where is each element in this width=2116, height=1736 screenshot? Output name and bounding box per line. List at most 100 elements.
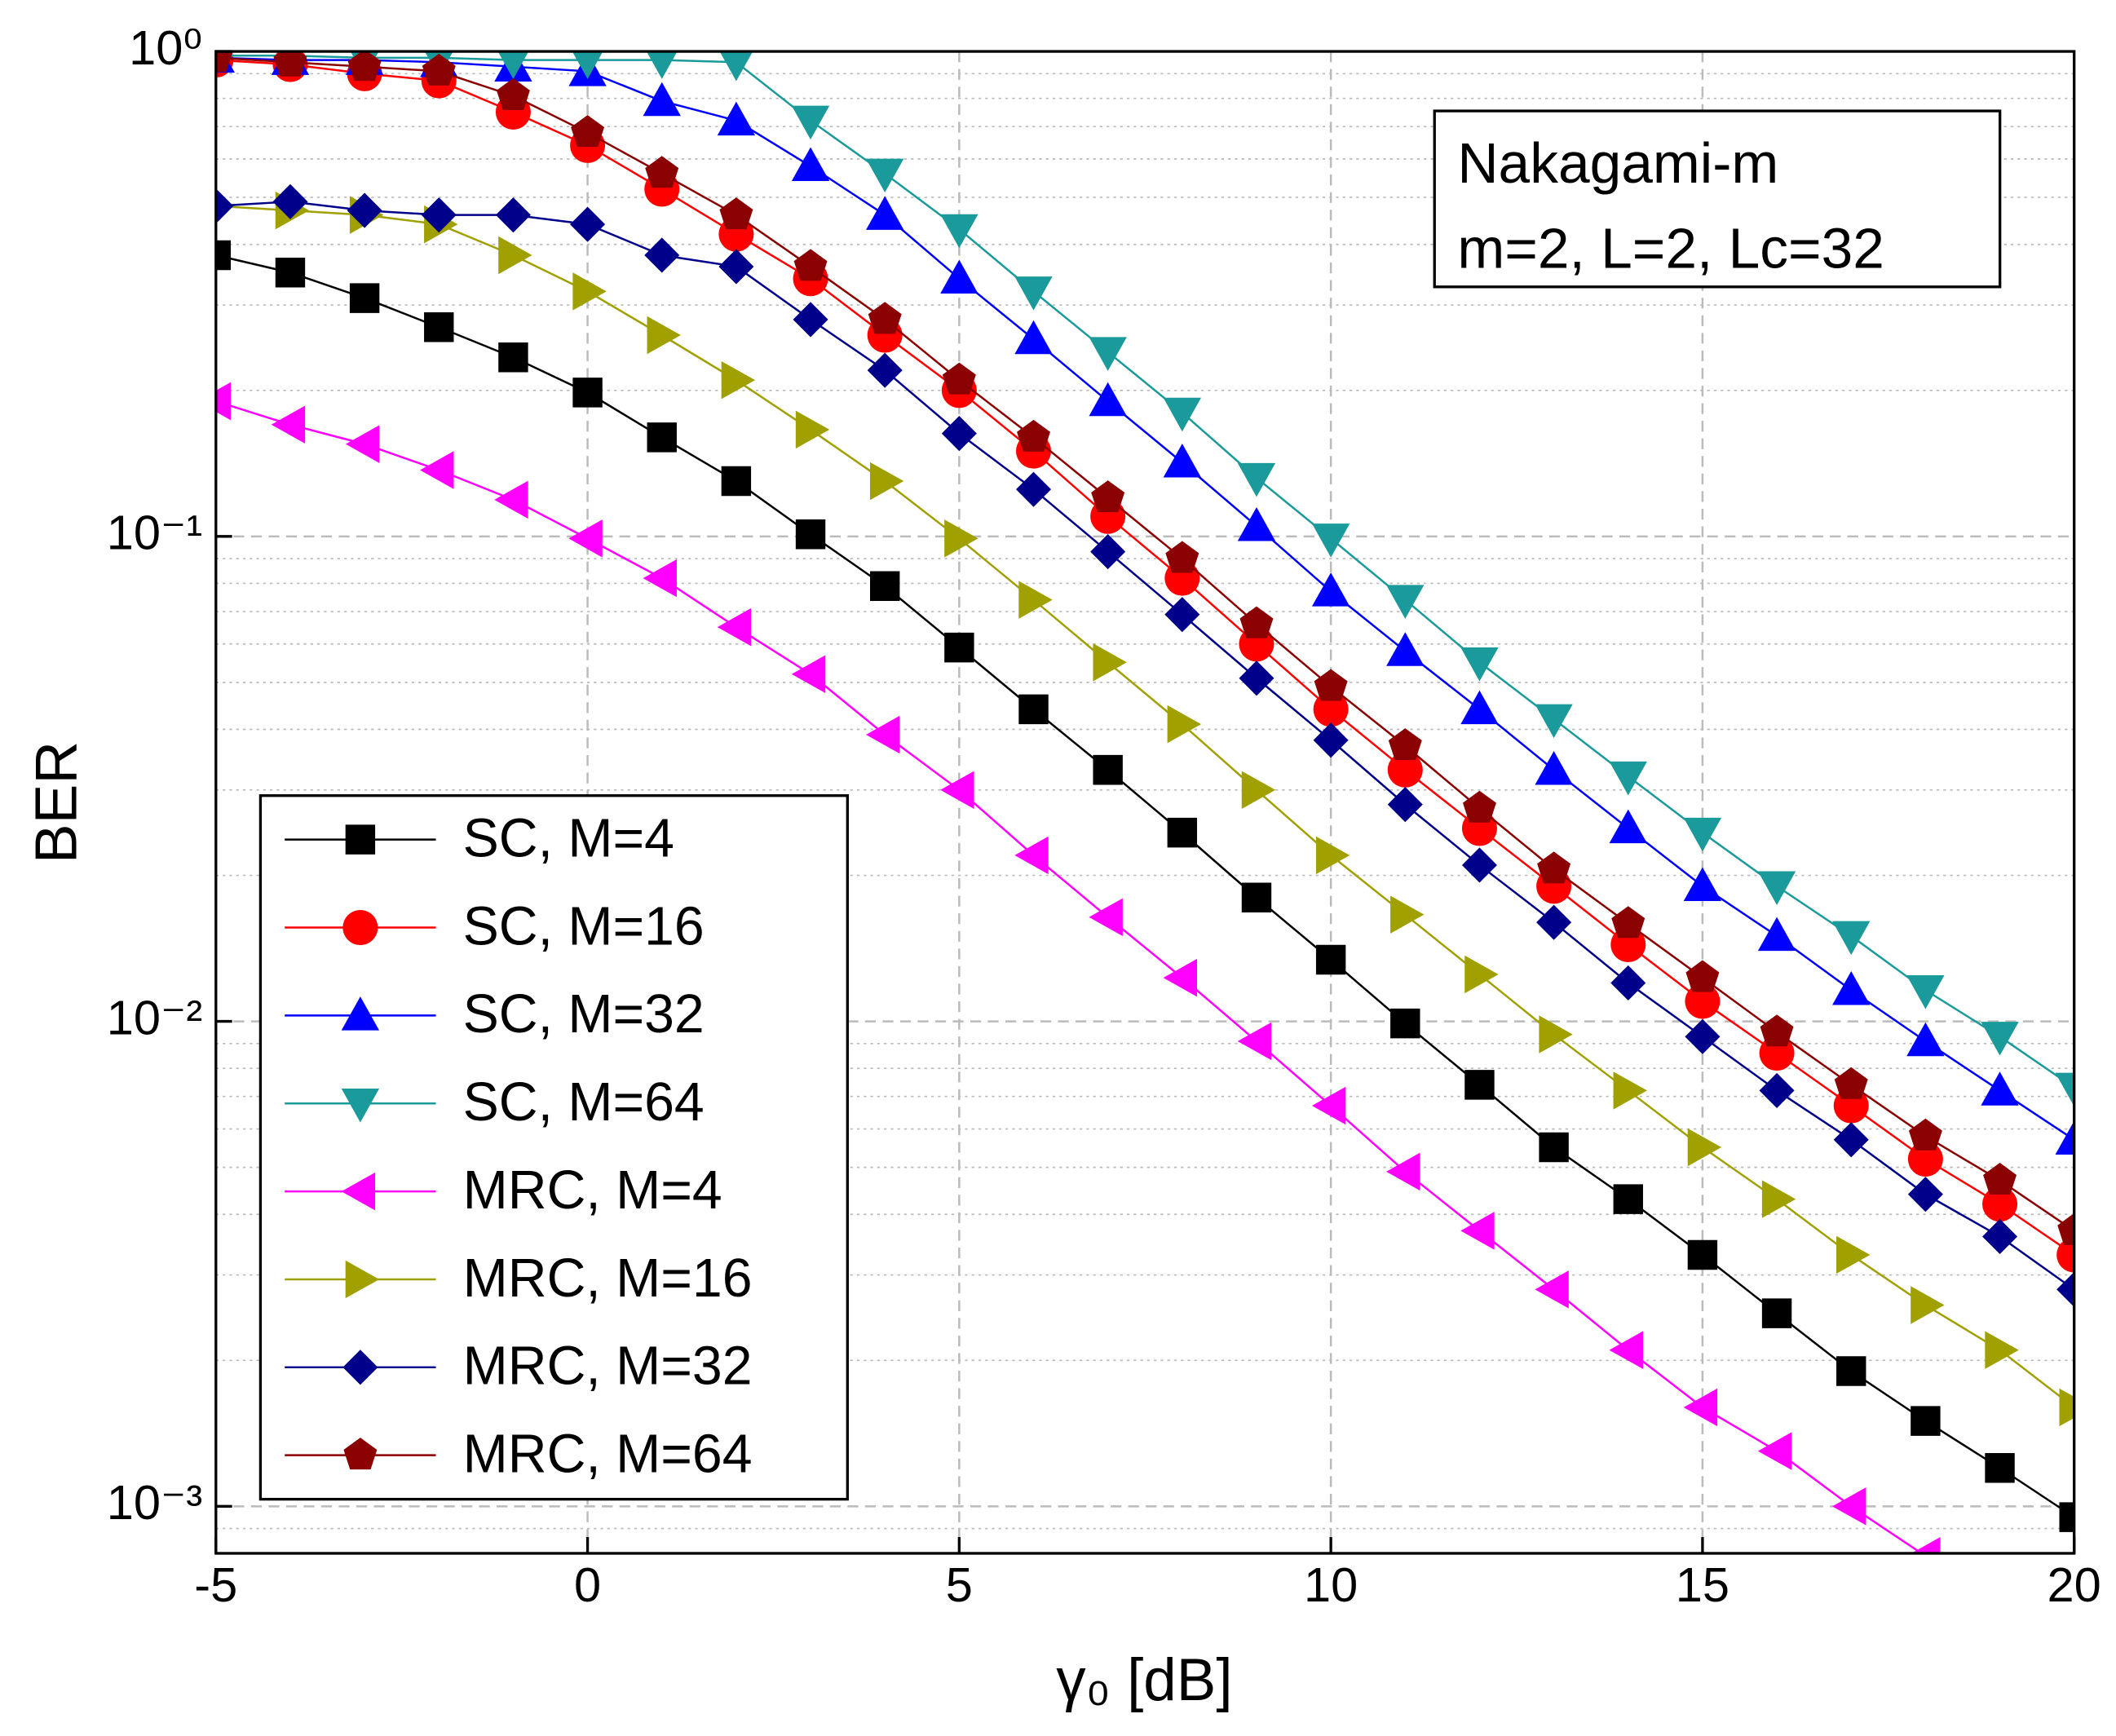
marker bbox=[941, 416, 977, 452]
marker bbox=[867, 352, 903, 388]
marker bbox=[647, 316, 681, 355]
legend-label: SC, M=4 bbox=[463, 808, 674, 868]
legend: SC, M=4 SC, M=16 SC, M=32 SC, M=64 MRC, M=4 M… bbox=[258, 794, 849, 1501]
marker bbox=[1832, 1487, 1866, 1526]
marker bbox=[347, 192, 382, 228]
marker bbox=[1757, 871, 1796, 906]
series-line bbox=[215, 56, 2074, 1141]
marker bbox=[1167, 705, 1201, 744]
marker bbox=[1683, 817, 1722, 852]
marker bbox=[2056, 1271, 2074, 1307]
marker bbox=[1165, 541, 1199, 573]
marker bbox=[1018, 581, 1053, 619]
marker bbox=[273, 51, 307, 77]
marker bbox=[1981, 1022, 2019, 1056]
marker bbox=[1241, 882, 1272, 913]
marker bbox=[2056, 1237, 2074, 1273]
marker bbox=[2057, 1213, 2074, 1245]
marker bbox=[1685, 960, 1720, 992]
marker bbox=[1539, 1015, 1573, 1054]
x-tick-label: 10 bbox=[1304, 1557, 1358, 1612]
marker bbox=[719, 51, 753, 82]
marker bbox=[1983, 1163, 2017, 1195]
marker bbox=[1683, 1388, 1718, 1427]
marker bbox=[1687, 1239, 1718, 1270]
marker bbox=[422, 53, 456, 86]
marker bbox=[1836, 1356, 1866, 1386]
marker bbox=[1609, 809, 1647, 844]
marker bbox=[717, 607, 752, 647]
x-tick-label: 0 bbox=[574, 1557, 601, 1612]
marker bbox=[1911, 1406, 1941, 1436]
marker bbox=[1018, 694, 1049, 725]
marker bbox=[1014, 276, 1053, 311]
marker bbox=[1761, 1298, 1792, 1328]
marker bbox=[645, 156, 679, 188]
legend-marker bbox=[342, 909, 378, 946]
marker bbox=[1014, 320, 1053, 355]
marker bbox=[1464, 1070, 1495, 1100]
marker bbox=[1390, 1008, 1420, 1039]
x-tick-label: -5 bbox=[194, 1557, 237, 1612]
marker bbox=[1239, 660, 1274, 696]
marker bbox=[1685, 983, 1721, 1019]
marker bbox=[1535, 1270, 1569, 1309]
marker bbox=[1460, 647, 1499, 682]
marker bbox=[1239, 606, 1274, 638]
marker bbox=[275, 257, 306, 288]
marker bbox=[1832, 921, 1871, 956]
marker bbox=[1757, 1432, 1792, 1470]
marker bbox=[1237, 1022, 1272, 1061]
marker bbox=[793, 249, 828, 281]
marker bbox=[868, 302, 902, 334]
marker bbox=[1163, 958, 1198, 997]
marker bbox=[568, 519, 603, 558]
marker bbox=[718, 249, 754, 285]
marker bbox=[1908, 1118, 1942, 1151]
marker bbox=[940, 259, 978, 294]
x-axis-label: γ₀ [dB] bbox=[1056, 1647, 1232, 1713]
marker bbox=[1907, 1177, 1943, 1213]
y-tick-label: 10⁻³ bbox=[107, 1475, 203, 1530]
marker bbox=[1311, 523, 1350, 558]
plot-frame bbox=[214, 50, 2076, 1555]
marker bbox=[1167, 817, 1198, 848]
marker bbox=[345, 425, 380, 463]
marker bbox=[1464, 955, 1499, 994]
marker bbox=[215, 382, 232, 421]
annotation: Nakagami-m bbox=[1457, 131, 1778, 195]
marker bbox=[1535, 750, 1573, 785]
marker bbox=[496, 77, 530, 110]
axes: 10⁰ 10⁻¹ 10⁻² 10⁻³ -5 0 5 10 15 20 bbox=[107, 20, 2101, 1612]
marker bbox=[1539, 1132, 1569, 1163]
annotation: m=2, L=2, Lc=32 bbox=[1457, 217, 1884, 280]
legend-label: SC, M=64 bbox=[463, 1072, 705, 1133]
legend-label: MRC, M=16 bbox=[463, 1248, 753, 1309]
marker bbox=[942, 362, 976, 395]
y-tick-label: 10⁰ bbox=[129, 20, 202, 75]
marker bbox=[643, 82, 681, 117]
legend-label: SC, M=32 bbox=[463, 984, 705, 1045]
marker bbox=[1836, 1235, 1871, 1274]
marker bbox=[866, 715, 900, 754]
marker bbox=[1613, 1071, 1647, 1110]
legend-marker bbox=[345, 824, 376, 855]
marker bbox=[498, 236, 532, 275]
marker bbox=[1093, 754, 1123, 785]
marker bbox=[2055, 1120, 2074, 1155]
marker bbox=[1014, 836, 1049, 875]
marker bbox=[1535, 704, 1573, 739]
series-group bbox=[215, 51, 2074, 1553]
marker bbox=[940, 214, 978, 249]
marker bbox=[349, 283, 380, 313]
marker bbox=[1311, 1086, 1346, 1125]
marker bbox=[1387, 752, 1423, 788]
marker bbox=[1311, 572, 1350, 607]
marker bbox=[1981, 1071, 2019, 1106]
marker bbox=[940, 771, 974, 810]
marker bbox=[1164, 597, 1200, 633]
y-tick-label: 10⁻² bbox=[107, 990, 203, 1045]
marker bbox=[721, 360, 756, 400]
marker bbox=[944, 519, 978, 558]
marker bbox=[944, 632, 974, 663]
